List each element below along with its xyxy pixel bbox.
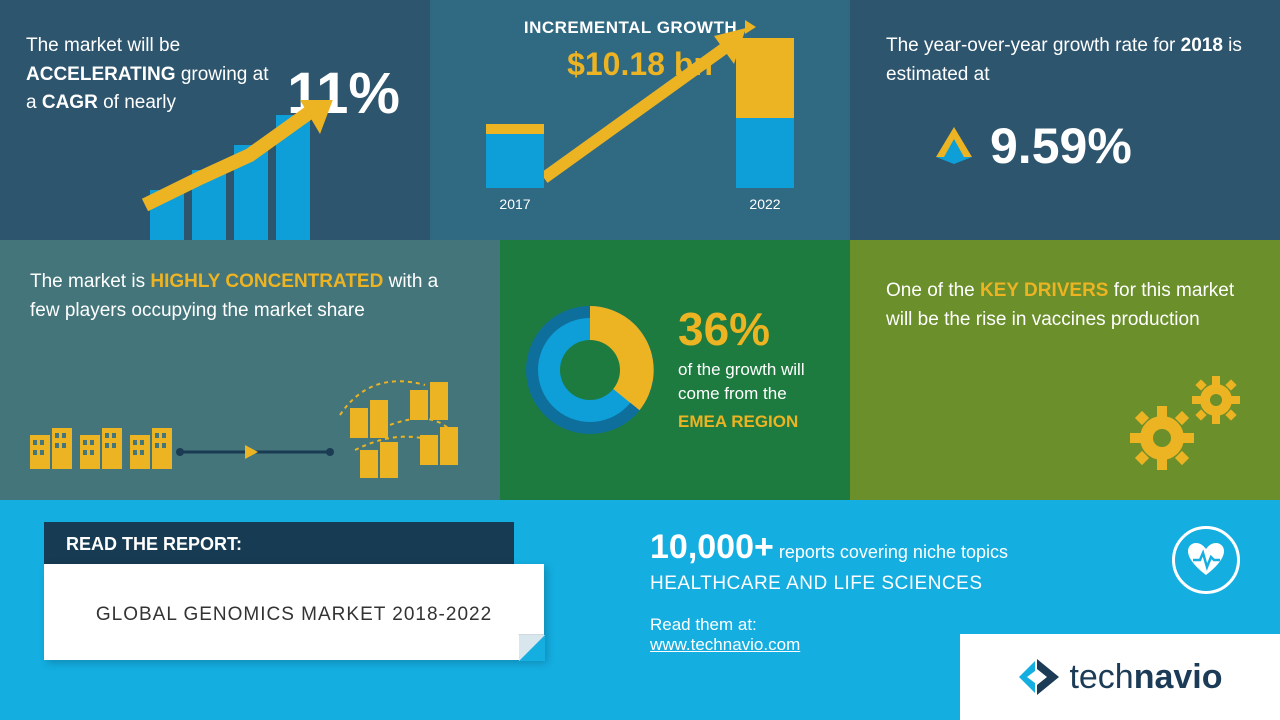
panel-cagr: The market will be ACCELERATING growing … [0,0,430,240]
donut-chart-icon [520,300,660,440]
drivers-highlight: KEY DRIVERS [980,280,1108,301]
incremental-bar-start: 2017 [480,124,550,212]
panel-incremental: INCREMENTAL GROWTH $10.18 bn 2017 [430,0,850,240]
concentrated-highlight: HIGHLY CONCENTRATED [150,271,383,292]
report-title: GLOBAL GENOMICS MARKET 2018-2022 [96,604,492,625]
cagr-text-pre: The market will be [26,35,180,56]
triangle-right-icon [745,20,756,34]
panel-read-report: READ THE REPORT: GLOBAL GENOMICS MARKET … [0,500,630,720]
bar-body [736,118,794,188]
bar-cap-large [736,38,794,118]
emea-percent: 36% [678,306,830,352]
emea-region: EMEA REGION [678,410,830,434]
report-title-card: GLOBAL GENOMICS MARKET 2018-2022 [44,564,544,660]
technavio-logo-icon [1017,657,1061,697]
panel-yoy: The year-over-year growth rate for 2018 … [850,0,1280,240]
reports-readat: Read them at: [650,615,1260,635]
reports-count: 10,000+ [650,528,774,566]
read-report-label: READ THE REPORT: [44,522,514,567]
yoy-value-row: 9.59% [936,117,1244,175]
incremental-year-end: 2022 [730,196,800,212]
reports-line1: 10,000+ reports covering niche topics [650,528,1260,567]
infographic-container: The market will be ACCELERATING growing … [0,0,1280,720]
incremental-bar-end: 2022 [730,38,800,212]
row-1: The market will be ACCELERATING growing … [0,0,1280,240]
panel-concentrated: The market is HIGHLY CONCENTRATED with a… [0,240,500,500]
drivers-text-pre: One of the [886,280,980,301]
logo-area: technavio [960,634,1280,720]
heartbeat-icon [1172,526,1240,594]
drivers-text: One of the KEY DRIVERS for this market w… [886,276,1244,335]
panel-reports: 10,000+ reports covering niche topics HE… [630,500,1280,720]
logo-bold: navio [1134,658,1223,696]
emea-text-pre: of the growth will come from the [678,358,830,406]
growth-bar-arrow-icon [140,100,390,240]
row-3: READ THE REPORT: GLOBAL GENOMICS MARKET … [0,500,1280,720]
market-concentration-icon [30,380,470,480]
bar-body [486,134,544,188]
yoy-text-pre: The year-over-year growth rate for [886,35,1181,56]
emea-text: 36% of the growth will come from the EME… [678,306,830,433]
row-2: The market is HIGHLY CONCENTRATED with a… [0,240,1280,500]
yoy-text: The year-over-year growth rate for 2018 … [886,32,1244,89]
logo-text: technavio [1069,658,1222,697]
reports-count-sub: reports covering niche topics [779,542,1008,562]
concentrated-text-pre: The market is [30,271,150,292]
gears-icon [1124,370,1254,480]
concentrated-text: The market is HIGHLY CONCENTRATED with a… [30,268,470,325]
incremental-year-start: 2017 [480,196,550,212]
cagr-text-cagr: CAGR [42,92,98,113]
cagr-text-accelerating: ACCELERATING [26,64,176,85]
yoy-value: 9.59% [990,118,1132,174]
bar-cap [486,124,544,134]
panel-drivers: One of the KEY DRIVERS for this market w… [850,240,1280,500]
panel-emea: 36% of the growth will come from the EME… [500,240,850,500]
incremental-bars: 2017 2022 [480,72,800,212]
reports-category: HEALTHCARE AND LIFE SCIENCES [650,573,1260,595]
triangle-up-icon [936,127,972,157]
yoy-year: 2018 [1181,35,1223,56]
logo-pre: tech [1069,658,1133,696]
